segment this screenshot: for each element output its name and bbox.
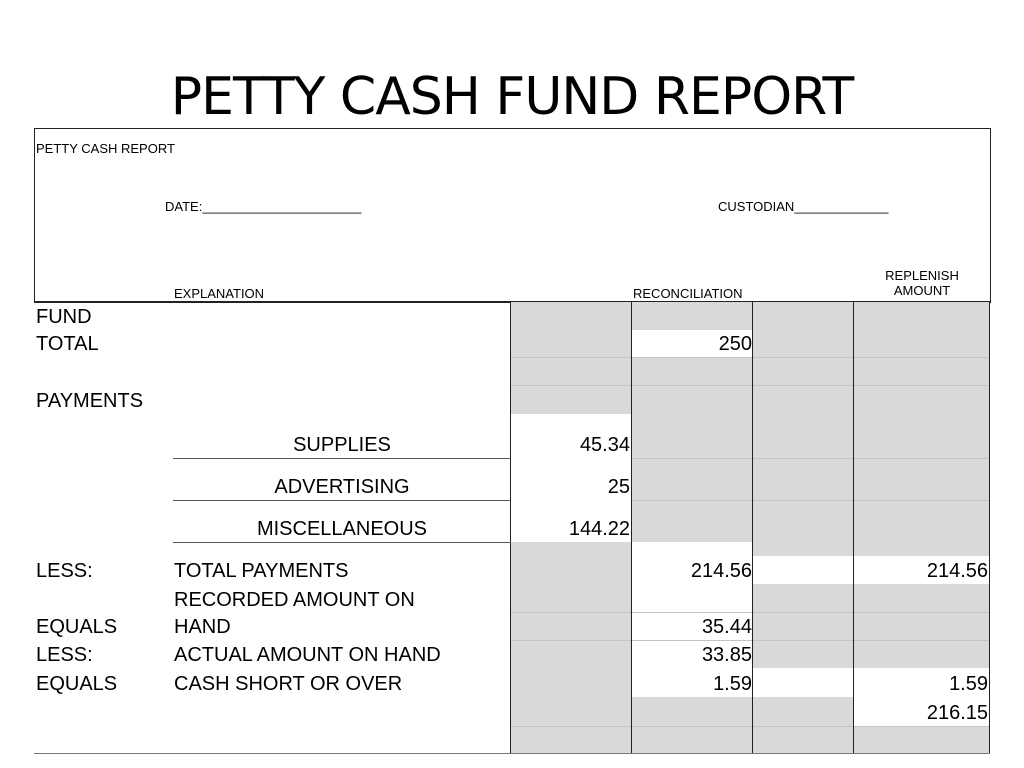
supplies-value: 45.34 <box>579 434 630 456</box>
total-value: 250 <box>718 333 752 355</box>
advertising-label: ADVERTISING <box>274 476 410 498</box>
custodian-field: CUSTODIAN_____________ <box>718 199 889 214</box>
replenish-header-line2: AMOUNT <box>893 283 951 298</box>
less2-prefix: LESS: <box>36 644 93 666</box>
page-title: PETTY CASH FUND REPORT <box>170 67 854 127</box>
misc-label: MISCELLANEOUS <box>256 518 428 540</box>
total-payments-label: TOTAL PAYMENTS <box>174 560 349 582</box>
shade-col2-top <box>632 302 752 330</box>
cash-short-over-label: CASH SHORT OR OVER <box>174 673 403 695</box>
fund-label: FUND <box>36 306 92 328</box>
supplies-label: SUPPLIES <box>293 434 391 456</box>
shade-col4-top <box>854 302 990 556</box>
shade-col1-top <box>511 302 631 414</box>
cash-short-over-replenish: 1.59 <box>949 673 988 695</box>
report-label: PETTY CASH REPORT <box>36 141 175 156</box>
explanation-header: EXPLANATION <box>174 286 265 301</box>
shade-col2-bottom <box>632 697 752 754</box>
equals2-prefix: EQUALS <box>36 673 118 695</box>
advertising-underline <box>173 500 511 501</box>
shade-col4-bottom <box>854 726 990 754</box>
payments-label: PAYMENTS <box>36 390 144 412</box>
col-line-1 <box>510 302 511 754</box>
shade-col3-top <box>753 302 853 556</box>
shade-col4-mid <box>854 584 990 668</box>
shade-col1-bottom <box>511 542 631 754</box>
actual-amount-label: ACTUAL AMOUNT ON HAND <box>174 644 441 666</box>
recorded-amount-label-line1: RECORDED AMOUNT ON <box>174 589 415 611</box>
shade-col3-bottom <box>753 697 853 754</box>
recorded-amount-reconciliation: 35.44 <box>701 616 752 638</box>
date-field: DATE:______________________ <box>165 199 362 214</box>
replenish-header: REPLENISH AMOUNT <box>856 268 988 298</box>
total-label: TOTAL <box>36 333 99 355</box>
replenish-grand-total: 216.15 <box>926 702 988 724</box>
col-line-3 <box>752 302 753 754</box>
replenish-header-line1: REPLENISH <box>885 268 959 283</box>
col-line-5 <box>989 302 990 754</box>
advertising-value: 25 <box>607 476 630 498</box>
less1-prefix: LESS: <box>36 560 93 582</box>
reconciliation-header: RECONCILIATION <box>633 286 743 301</box>
table-bottom-line <box>34 753 990 754</box>
misc-value: 144.22 <box>568 518 630 540</box>
col-line-2 <box>631 302 632 754</box>
report-header-box <box>34 128 991 303</box>
total-payments-reconciliation: 214.56 <box>690 560 752 582</box>
col-line-4 <box>853 302 854 754</box>
misc-underline <box>173 542 511 543</box>
recorded-amount-label-line2: HAND <box>174 616 231 638</box>
total-payments-replenish: 214.56 <box>926 560 988 582</box>
equals1-prefix: EQUALS <box>36 616 118 638</box>
shade-col3-mid <box>753 584 853 668</box>
supplies-underline <box>173 458 511 459</box>
cash-short-over-reconciliation: 1.59 <box>713 673 752 695</box>
shade-col2-mid <box>632 357 752 542</box>
actual-amount-reconciliation: 33.85 <box>701 644 752 666</box>
